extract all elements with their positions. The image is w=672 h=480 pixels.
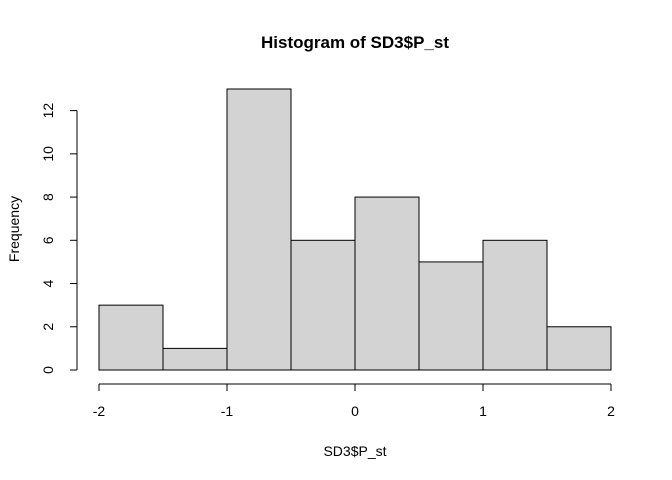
histogram-bar-6 — [482, 239, 548, 371]
histogram-bar-2 — [226, 88, 292, 371]
histogram-bar-0 — [98, 304, 164, 371]
y-tick-label-4: 8 — [40, 193, 56, 201]
y-tick-label-1: 2 — [40, 323, 56, 331]
x-tick-label-4: 2 — [607, 403, 615, 419]
histogram-bar-1 — [162, 347, 228, 371]
y-axis: 0 2 4 6 8 10 12 — [40, 103, 78, 374]
x-axis: -2 -1 0 1 2 — [93, 383, 615, 419]
y-tick-label-2: 4 — [40, 279, 56, 287]
x-tick-label-0: -2 — [93, 403, 106, 419]
histogram-bar-4 — [354, 196, 420, 371]
y-axis-label: Frequency — [6, 196, 22, 262]
chart-title: Histogram of SD3$P_st — [261, 33, 449, 52]
y-tick-label-5: 10 — [40, 146, 56, 162]
histogram-bar-3 — [290, 239, 356, 371]
y-tick-label-3: 6 — [40, 236, 56, 244]
x-axis-label: SD3$P_st — [323, 443, 386, 459]
y-tick-label-6: 12 — [40, 103, 56, 119]
histogram-bar-7 — [546, 326, 612, 371]
histogram-bar-5 — [418, 261, 484, 371]
y-tick-label-0: 0 — [40, 366, 56, 374]
x-tick-label-2: 0 — [351, 403, 359, 419]
bars-group — [98, 88, 612, 371]
x-tick-label-1: -1 — [221, 403, 234, 419]
x-tick-label-3: 1 — [479, 403, 487, 419]
